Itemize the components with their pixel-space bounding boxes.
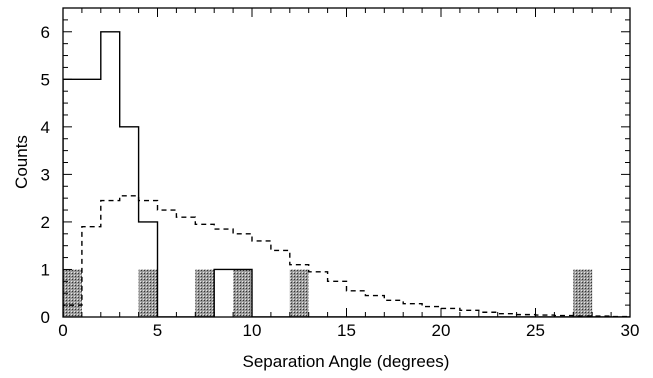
x-tick-label: 15 — [337, 321, 356, 340]
hatched-bar — [138, 269, 158, 317]
hatched-bar — [233, 269, 252, 317]
solid-step-line — [63, 31, 630, 317]
x-tick-label: 30 — [621, 321, 640, 340]
y-tick-label: 4 — [41, 118, 50, 137]
hatched-bars-group — [63, 269, 593, 317]
y-tick-label: 2 — [41, 213, 50, 232]
x-axis-title: Separation Angle (degrees) — [243, 352, 450, 371]
y-axis-title: Counts — [12, 135, 31, 189]
hatched-bar — [573, 269, 593, 317]
y-tick-label: 0 — [41, 308, 50, 327]
x-tick-label: 25 — [526, 321, 545, 340]
ticks-group: 0 5 10 15 20 25 30 0 1 2 3 4 5 6 — [41, 7, 640, 340]
x-tick-label: 0 — [58, 321, 67, 340]
x-tick-label: 20 — [432, 321, 451, 340]
x-tick-label: 10 — [243, 321, 262, 340]
y-tick-label: 3 — [41, 165, 50, 184]
y-tick-label: 6 — [41, 23, 50, 42]
y-tick-label: 5 — [41, 70, 50, 89]
hatched-bar — [195, 269, 215, 317]
x-tick-label: 5 — [153, 321, 162, 340]
y-tick-label: 1 — [41, 260, 50, 279]
hatched-bar — [289, 269, 309, 317]
